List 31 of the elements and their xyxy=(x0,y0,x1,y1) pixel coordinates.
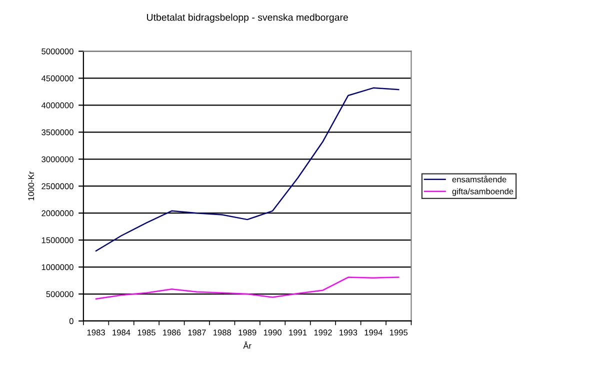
x-tick-label: 1985 xyxy=(138,330,156,336)
x-tick-label: 1991 xyxy=(289,330,307,336)
y-tick-label: 5000000 xyxy=(42,48,74,54)
y-tick-label: 3500000 xyxy=(42,129,74,136)
y-tick-label: 2500000 xyxy=(42,183,74,190)
y-tick-label: 500000 xyxy=(46,291,74,298)
y-tick-label: 4500000 xyxy=(41,75,74,82)
y-tick-label: 0 xyxy=(69,318,74,324)
y-tick-label: 2000000 xyxy=(42,210,74,216)
legend-label: ensamstående xyxy=(452,176,506,182)
line-series xyxy=(95,276,400,300)
y-tick-label: 1500000 xyxy=(42,237,74,244)
chart-title: Utbetalat bidragsbelopp - svenska medborgare xyxy=(147,14,348,23)
x-tick-label: 1986 xyxy=(163,330,181,336)
y-tick-label: 1000000 xyxy=(42,264,74,270)
y-tick-label: 4000000 xyxy=(41,102,74,108)
x-tick-label: 1987 xyxy=(188,330,206,336)
y-axis-title: 1000-Kr xyxy=(28,171,34,200)
x-tick-label: 1988 xyxy=(213,330,232,336)
x-tick-label: 1992 xyxy=(314,330,332,336)
x-tick-label: 1995 xyxy=(390,330,408,336)
x-tick-label: 1994 xyxy=(364,330,382,336)
x-tick-label: 1990 xyxy=(264,330,282,336)
x-tick-label: 1993 xyxy=(340,330,358,336)
y-tick-label: 3000000 xyxy=(42,156,74,162)
x-tick-label: 1983 xyxy=(87,330,105,336)
legend-label: gifta/samboende xyxy=(452,188,514,196)
line-series xyxy=(95,87,400,252)
x-axis-title: År xyxy=(243,341,252,349)
x-tick-label: 1984 xyxy=(112,330,130,336)
x-tick-label: 1989 xyxy=(238,330,256,336)
